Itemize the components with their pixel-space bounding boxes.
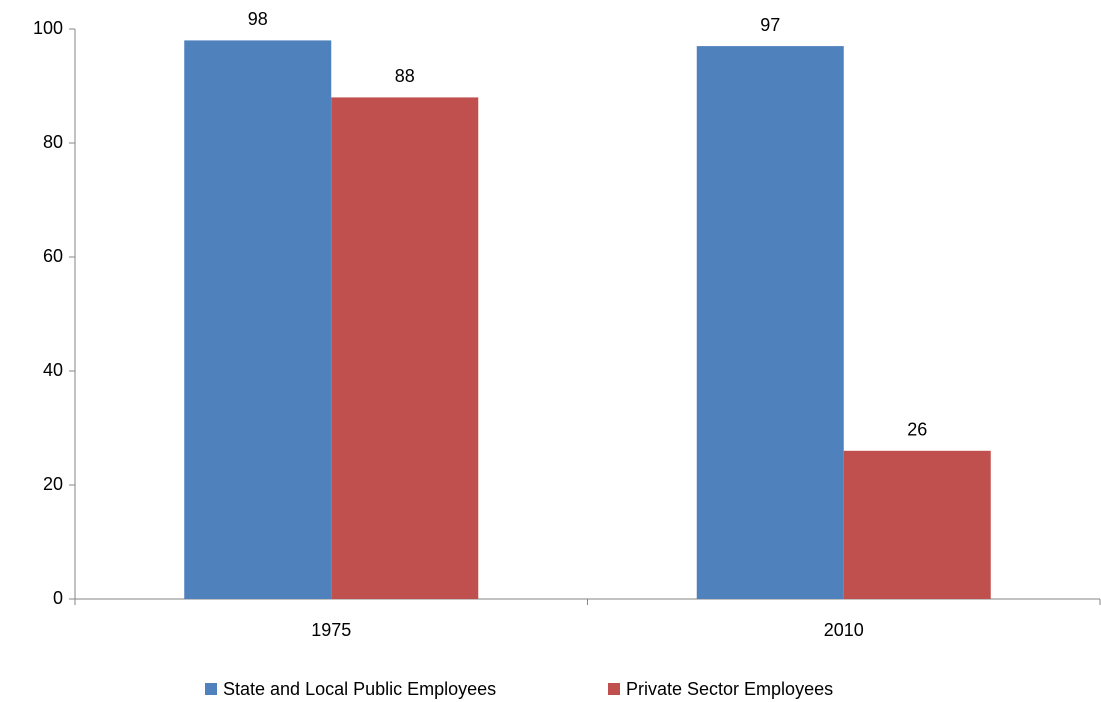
data-label: 26 [907,420,927,440]
legend-label: Private Sector Employees [626,679,833,699]
bar [331,97,479,600]
data-label: 97 [760,15,780,35]
legend-label: State and Local Public Employees [223,679,496,699]
legend-swatch [608,683,620,695]
bar [843,450,991,599]
y-tick-label: 80 [43,132,63,152]
data-label: 88 [395,66,415,86]
y-tick-label: 20 [43,474,63,494]
data-label: 98 [248,9,268,29]
legend-swatch [205,683,217,695]
y-tick-label: 60 [43,246,63,266]
y-tick-label: 0 [53,588,63,608]
x-tick-label: 1975 [311,620,351,640]
x-tick-label: 2010 [824,620,864,640]
y-tick-label: 100 [33,18,63,38]
bar [696,46,844,600]
y-tick-label: 40 [43,360,63,380]
bar [184,40,332,599]
